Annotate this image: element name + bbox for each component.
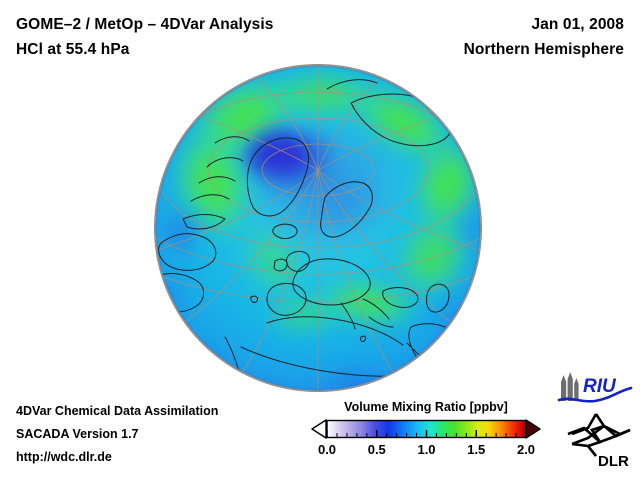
globe-svg: [155, 65, 481, 391]
footer-line-assimilation: 4DVar Chemical Data Assimilation: [16, 404, 219, 418]
riu-logo-svg: RIU: [557, 372, 633, 403]
colorbar-svg: [311, 419, 541, 439]
date-label: Jan 01, 2008: [531, 16, 624, 33]
footer-line-version: SACADA Version 1.7: [16, 427, 139, 441]
header-right: Jan 01, 2008 Northern Hemisphere: [464, 12, 624, 62]
footer-text-block: 4DVar Chemical Data Assimilation SACADA …: [16, 400, 218, 469]
globe-outline: [155, 65, 481, 391]
colorbar-tick-labels: 0.0 0.5 1.0 1.5 2.0: [310, 442, 542, 460]
dlr-logo-text: DLR: [598, 453, 629, 468]
map-panel: [0, 58, 640, 398]
colorbar-under-arrow: [311, 419, 327, 439]
globe-field: [155, 65, 481, 391]
region-label: Northern Hemisphere: [463, 41, 624, 58]
riu-smokestack-icon: [561, 372, 579, 401]
colorbar-body: [310, 419, 542, 439]
page-subtitle: HCl at 55.4 hPa: [16, 41, 130, 58]
riu-logo: RIU: [557, 371, 633, 405]
colorbar-over-arrow: [525, 419, 541, 439]
colorbar: Volume Mixing Ratio [ppbv] 0.0 0.5 1.0 1.5 2…: [310, 400, 542, 460]
colorbar-tick-label: 1.5: [467, 442, 486, 457]
riu-wave-icon: [557, 386, 633, 403]
colorbar-tick-label: 2.0: [516, 442, 536, 457]
colorbar-tick-label: 0.0: [317, 442, 337, 457]
header-left: GOME–2 / MetOp – 4DVar Analysis HCl at 5…: [16, 12, 274, 62]
colorbar-title: Volume Mixing Ratio [ppbv]: [344, 400, 508, 414]
footer-line-url: http://wdc.dlr.de: [16, 450, 112, 464]
globe-orthographic-map: [155, 65, 481, 391]
riu-logo-text: RIU: [583, 376, 617, 397]
page-title: GOME–2 / MetOp – 4DVar Analysis: [16, 16, 274, 33]
colorbar-tick-label: 0.5: [367, 442, 386, 457]
dlr-mark-icon: [567, 413, 631, 457]
dlr-logo: DLR: [566, 412, 634, 470]
dlr-logo-svg: DLR: [567, 413, 631, 470]
colorbar-tick-label: 1.0: [417, 442, 436, 457]
